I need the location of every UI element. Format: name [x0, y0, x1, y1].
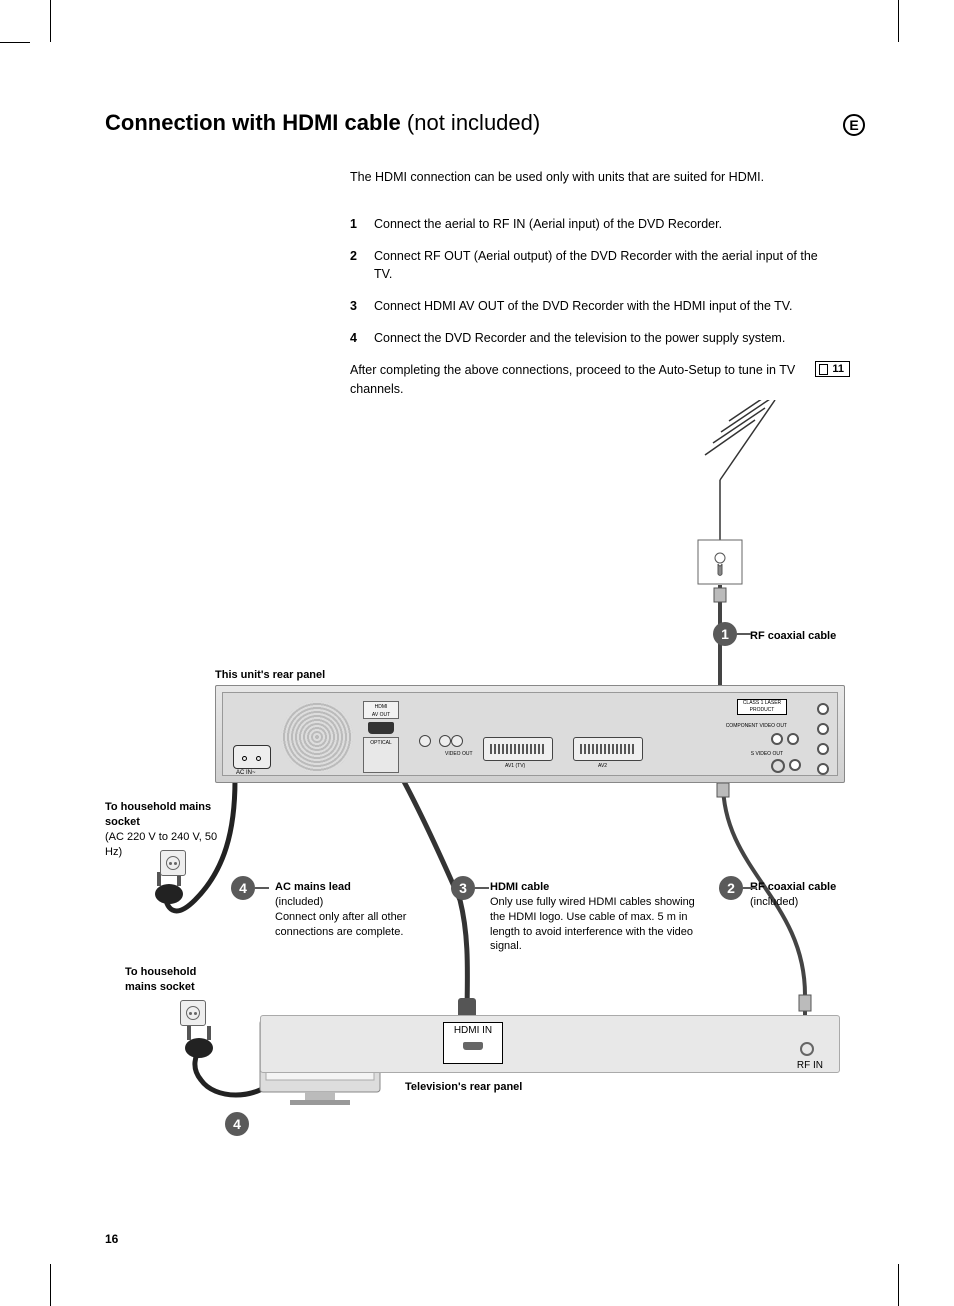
laser-label: CLASS 1 LASER PRODUCT — [737, 699, 787, 715]
title-bold: Connection with HDMI cable — [105, 110, 401, 135]
step-4: 4 Connect the DVD Recorder and the telev… — [350, 329, 830, 347]
callout-2: 2 — [719, 876, 743, 900]
label-household-2: To household mains socket — [125, 965, 225, 995]
callout-4a: 4 — [231, 876, 255, 900]
step-num: 2 — [350, 247, 364, 283]
label-hdmi-cable: HDMI cable Only use fully wired HDMI cab… — [490, 880, 710, 954]
step-text: Connect the aerial to RF IN (Aerial inpu… — [374, 215, 722, 233]
rf-port — [817, 703, 829, 715]
wall-socket-icon — [180, 1000, 206, 1026]
label-unit-rear: This unit's rear panel — [215, 668, 325, 683]
step-text: Connect the DVD Recorder and the televis… — [374, 329, 785, 347]
tiny-label: AV1 (TV) — [505, 763, 525, 769]
jack-port — [451, 735, 463, 747]
hdmi-in-box: HDMI IN — [443, 1022, 503, 1064]
crop-mark — [0, 42, 30, 43]
steps-list: 1 Connect the aerial to RF IN (Aerial in… — [350, 215, 830, 348]
callout-dash — [475, 887, 489, 889]
rf-in-port — [800, 1042, 814, 1056]
step-2: 2 Connect RF OUT (Aerial output) of the … — [350, 247, 830, 283]
intro-text: The HDMI connection can be used only wit… — [350, 168, 830, 187]
title-row: Connection with HDMI cable (not included… — [105, 110, 865, 136]
page-ref-box: 11 — [815, 361, 850, 377]
page-title: Connection with HDMI cable (not included… — [105, 110, 540, 136]
crop-mark — [898, 1264, 899, 1306]
wall-socket-icon — [160, 850, 186, 876]
scart-port — [483, 737, 553, 761]
step-num: 3 — [350, 297, 364, 315]
jack-port — [419, 735, 431, 747]
rca-port — [787, 733, 799, 745]
rf-in-label: RF IN — [797, 1060, 823, 1071]
scart-port — [573, 737, 643, 761]
tiny-label: S VIDEO OUT — [751, 751, 783, 757]
crop-mark — [50, 1264, 51, 1306]
crop-mark — [50, 0, 51, 42]
tv-rear-panel: HDMI IN RF IN — [260, 1015, 840, 1073]
unit-rear-panel: HDMIAV OUT OPTICAL VIDEO OUT AV1 (TV) AV… — [215, 685, 845, 783]
after-row: After completing the above connections, … — [350, 361, 850, 399]
crop-mark — [898, 0, 899, 42]
tiny-label: COMPONENT VIDEO OUT — [726, 723, 787, 729]
after-text: After completing the above connections, … — [350, 361, 797, 399]
vent-icon — [281, 701, 353, 773]
step-text: Connect RF OUT (Aerial output) of the DV… — [374, 247, 830, 283]
hdmi-block: HDMIAV OUT OPTICAL — [363, 701, 399, 779]
svideo-port — [771, 759, 785, 773]
rca-port — [771, 733, 783, 745]
label-rf-1: RF coaxial cable — [750, 629, 836, 644]
label-ac-mains: AC mains lead (included) Connect only af… — [275, 880, 425, 939]
ac-in-port — [233, 745, 271, 769]
callout-dash — [743, 887, 757, 889]
jack-port — [439, 735, 451, 747]
callout-dash — [737, 633, 751, 635]
step-1: 1 Connect the aerial to RF IN (Aerial in… — [350, 215, 830, 233]
title-light: (not included) — [401, 110, 540, 135]
tiny-label: VIDEO OUT — [445, 751, 473, 757]
rf-port — [817, 743, 829, 755]
language-badge: E — [843, 114, 865, 136]
callout-4b: 4 — [225, 1112, 249, 1136]
step-3: 3 Connect HDMI AV OUT of the DVD Recorde… — [350, 297, 830, 315]
rf-port — [817, 763, 829, 775]
callout-dash — [255, 887, 269, 889]
step-num: 4 — [350, 329, 364, 347]
hdmi-in-label: HDMI IN — [454, 1025, 492, 1036]
step-num: 1 — [350, 215, 364, 233]
tiny-label: AV2 — [598, 763, 607, 769]
connection-diagram: This unit's rear panel To household main… — [105, 400, 875, 1160]
rf-port — [817, 723, 829, 735]
label-tv-rear: Television's rear panel — [405, 1080, 522, 1095]
rca-port — [789, 759, 801, 771]
step-text: Connect HDMI AV OUT of the DVD Recorder … — [374, 297, 792, 315]
page-number: 16 — [105, 1232, 118, 1246]
page-content: Connection with HDMI cable (not included… — [105, 110, 865, 399]
callout-3: 3 — [451, 876, 475, 900]
callout-1: 1 — [713, 622, 737, 646]
label-rf-2: RF coaxial cable(included) — [750, 880, 860, 910]
